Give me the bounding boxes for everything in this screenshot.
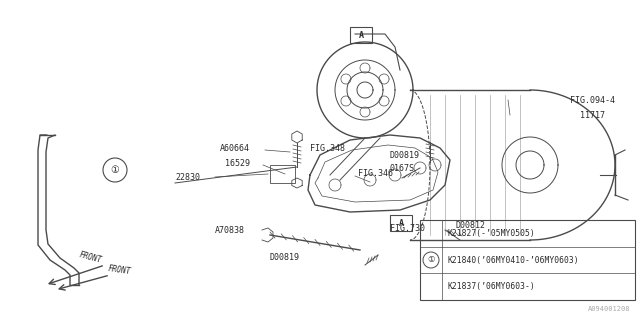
Bar <box>270 165 295 183</box>
Bar <box>350 27 372 43</box>
Text: K21840(’06MY0410-’06MY0603): K21840(’06MY0410-’06MY0603) <box>448 255 580 265</box>
Text: A60664: A60664 <box>220 143 250 153</box>
Text: K21827(-’05MY0505): K21827(-’05MY0505) <box>448 229 536 238</box>
Text: D00819: D00819 <box>270 253 300 262</box>
Text: FIG.348: FIG.348 <box>310 143 345 153</box>
Text: A: A <box>358 30 364 39</box>
Bar <box>390 215 412 231</box>
Text: D00819: D00819 <box>390 150 420 159</box>
Text: A: A <box>399 219 403 228</box>
Text: A70838: A70838 <box>215 226 245 235</box>
Text: FIG.346: FIG.346 <box>358 169 393 178</box>
Text: 16529: 16529 <box>225 158 250 167</box>
Text: 0167S: 0167S <box>390 164 415 172</box>
Text: ①: ① <box>111 165 120 175</box>
Text: FRONT: FRONT <box>77 251 102 265</box>
Text: K21837(’06MY0603-): K21837(’06MY0603-) <box>448 282 536 291</box>
Text: FRONT: FRONT <box>107 264 131 276</box>
Text: D00812: D00812 <box>455 220 485 229</box>
Bar <box>420 220 635 300</box>
Text: 11717: 11717 <box>580 110 605 119</box>
Text: A094001208: A094001208 <box>588 306 630 312</box>
Text: FIG.094-4: FIG.094-4 <box>570 95 615 105</box>
Text: 22830: 22830 <box>175 172 200 181</box>
Text: FIG.730: FIG.730 <box>390 223 425 233</box>
Text: ①: ① <box>428 255 435 265</box>
